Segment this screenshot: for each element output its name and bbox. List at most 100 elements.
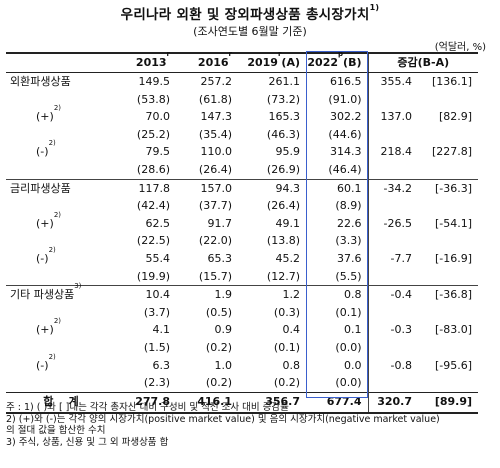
table-row: (42.4) (37.7) (26.4) (8.9) — [6, 197, 478, 215]
table-cell: 261.1 — [268, 75, 301, 88]
row-label: (-)2) — [6, 140, 116, 161]
table-cell: (2.3) — [143, 376, 170, 390]
row-label-footnote: 2) — [53, 104, 61, 113]
table-cell: [-95.6] — [434, 358, 473, 372]
row-label — [6, 232, 116, 250]
table-cell: (15.7) — [198, 269, 232, 283]
table-cell: 0.8 — [306, 285, 368, 304]
table-cell: 0.8 — [282, 358, 301, 372]
row-label — [6, 161, 116, 179]
table-cell — [418, 232, 478, 250]
table-cell: 0.0 — [344, 358, 362, 372]
table-cell: 37.6 — [337, 251, 362, 265]
footnote-2-cont: 의 절대 값을 합산한 수치 — [6, 425, 106, 436]
table-cell: (26.4) — [198, 162, 232, 176]
footnote-1: 주 : 1) ( )와 [ ]내는 각각 총자산 대비 구성비 및 직전 조사 … — [6, 402, 289, 413]
table-cell: 0.1 — [344, 323, 362, 337]
table-cell: 55.4 — [145, 251, 171, 265]
table-cell — [367, 267, 418, 286]
table-row: (28.6) (26.4) (26.9) (46.4) — [6, 160, 478, 180]
footnote-3: 3) 주식, 상품, 신용 및 그 외 파생상품 합 — [6, 436, 169, 448]
row-label: (-)2) — [6, 246, 116, 268]
table-cell: 4.1 — [152, 323, 171, 337]
header-row: 2013r 2016r 2019r(A) 2022p(B) 증감(B-A) — [6, 51, 479, 73]
table-row: (22.5) (22.0) (13.8) (3.3) — [6, 232, 478, 250]
table-cell — [418, 268, 478, 286]
row-label-text: (-) — [36, 145, 49, 159]
derivatives-table: 2013r 2016r 2019r(A) 2022p(B) 증감(B-A) 외환… — [6, 51, 479, 414]
table-cell: (0.5) — [205, 305, 232, 319]
row-label-text: (+) — [36, 110, 54, 124]
row-label-footnote: 2) — [48, 139, 56, 148]
table-cell: (12.7) — [266, 269, 300, 283]
table-cell: (8.9) — [335, 199, 362, 213]
table-row: (+)2) 62.5 91.7 49.1 22.6 -26.5 [-54.1] — [6, 211, 478, 233]
table-cell: 147.3 — [200, 110, 233, 124]
row-label-text: 외환파생상품 — [10, 75, 71, 88]
table-cell: (0.2) — [205, 340, 232, 354]
table-cell: (73.2) — [266, 92, 300, 106]
footnotes: 주 : 1) ( )와 [ ]내는 각각 총자산 대비 구성비 및 직전 조사 … — [6, 402, 496, 448]
table-cell — [367, 160, 418, 180]
table-cell: 137.0 — [367, 108, 418, 126]
table-cell: 1.0 — [214, 358, 233, 372]
table-cell: [227.8] — [431, 145, 473, 159]
table-cell: 95.9 — [275, 145, 301, 159]
total-label: 합 계 — [6, 391, 116, 414]
table-cell: 49.1 — [275, 216, 301, 230]
table-cell: 165.3 — [268, 110, 301, 124]
row-label-footnote: 2) — [48, 245, 56, 254]
table-cell: -26.5 — [367, 214, 418, 233]
header-blank — [6, 52, 116, 73]
table-cell: (46.3) — [266, 127, 300, 141]
table-cell: (42.4) — [136, 199, 170, 213]
total-cell: [89.9] — [418, 391, 479, 414]
row-label-text: (+) — [36, 216, 54, 230]
table-cell: 314.3 — [330, 145, 362, 159]
table-cell: 218.4 — [367, 143, 418, 161]
table-cell: 157.0 — [176, 178, 238, 198]
table-cell: (28.6) — [136, 162, 170, 176]
table-row: 금리파생상품 117.8 157.0 94.3 60.1 -34.2 [-36.3] — [6, 178, 479, 198]
table-cell: (0.2) — [273, 376, 300, 390]
row-label — [6, 197, 116, 215]
table-row: 외환파생상품 149.5 257.2 261.1 616.5 355.4 [136.1] — [6, 72, 478, 91]
row-label-text: (-) — [36, 358, 49, 372]
row-label-footnote: 3) — [74, 282, 82, 291]
total-cell: 356.7 — [238, 391, 306, 414]
row-label: (+)2) — [6, 211, 116, 233]
table-cell: (46.4) — [328, 162, 362, 176]
row-label-text: (+) — [36, 323, 54, 337]
table-row: (+)2) 4.1 0.9 0.4 0.1 -0.3 [-83.0] — [6, 318, 478, 339]
table-cell — [367, 90, 418, 109]
row-label — [6, 304, 116, 322]
table-cell — [418, 161, 478, 179]
table-cell: 62.5 — [145, 216, 171, 230]
row-label-footnote: 2) — [53, 317, 61, 326]
header-2013: 2013r — [116, 51, 176, 73]
table-cell: (61.8) — [198, 92, 232, 106]
table-cell — [367, 232, 418, 250]
table-cell — [418, 339, 478, 357]
table-cell: 70.0 — [145, 110, 171, 124]
row-label-footnote: 2) — [48, 352, 56, 361]
header-2016: 2016r — [176, 51, 238, 73]
table-cell: (35.4) — [198, 127, 232, 141]
table-cell: (19.9) — [136, 269, 170, 283]
table-row: (19.9) (15.7) (12.7) (5.5) — [6, 267, 478, 286]
total-row: 합 계 277.8 416.1 356.7 677.4 320.7 [89.9] — [6, 391, 479, 414]
table-cell: 65.3 — [207, 251, 233, 265]
table-cell: -0.4 — [367, 285, 418, 304]
row-label: 금리파생상품 — [6, 178, 116, 198]
row-label — [6, 91, 116, 109]
table-cell: 149.5 — [138, 75, 171, 88]
table-cell — [418, 304, 478, 322]
total-cell: 416.1 — [176, 391, 238, 414]
table-cell: [136.1] — [431, 75, 473, 88]
row-label — [6, 268, 116, 286]
table-cell: 10.4 — [116, 285, 176, 304]
table-cell: 91.7 — [207, 216, 233, 230]
table-cell: 117.8 — [116, 178, 176, 198]
row-label — [6, 126, 116, 144]
table-cell: (26.9) — [266, 162, 300, 176]
